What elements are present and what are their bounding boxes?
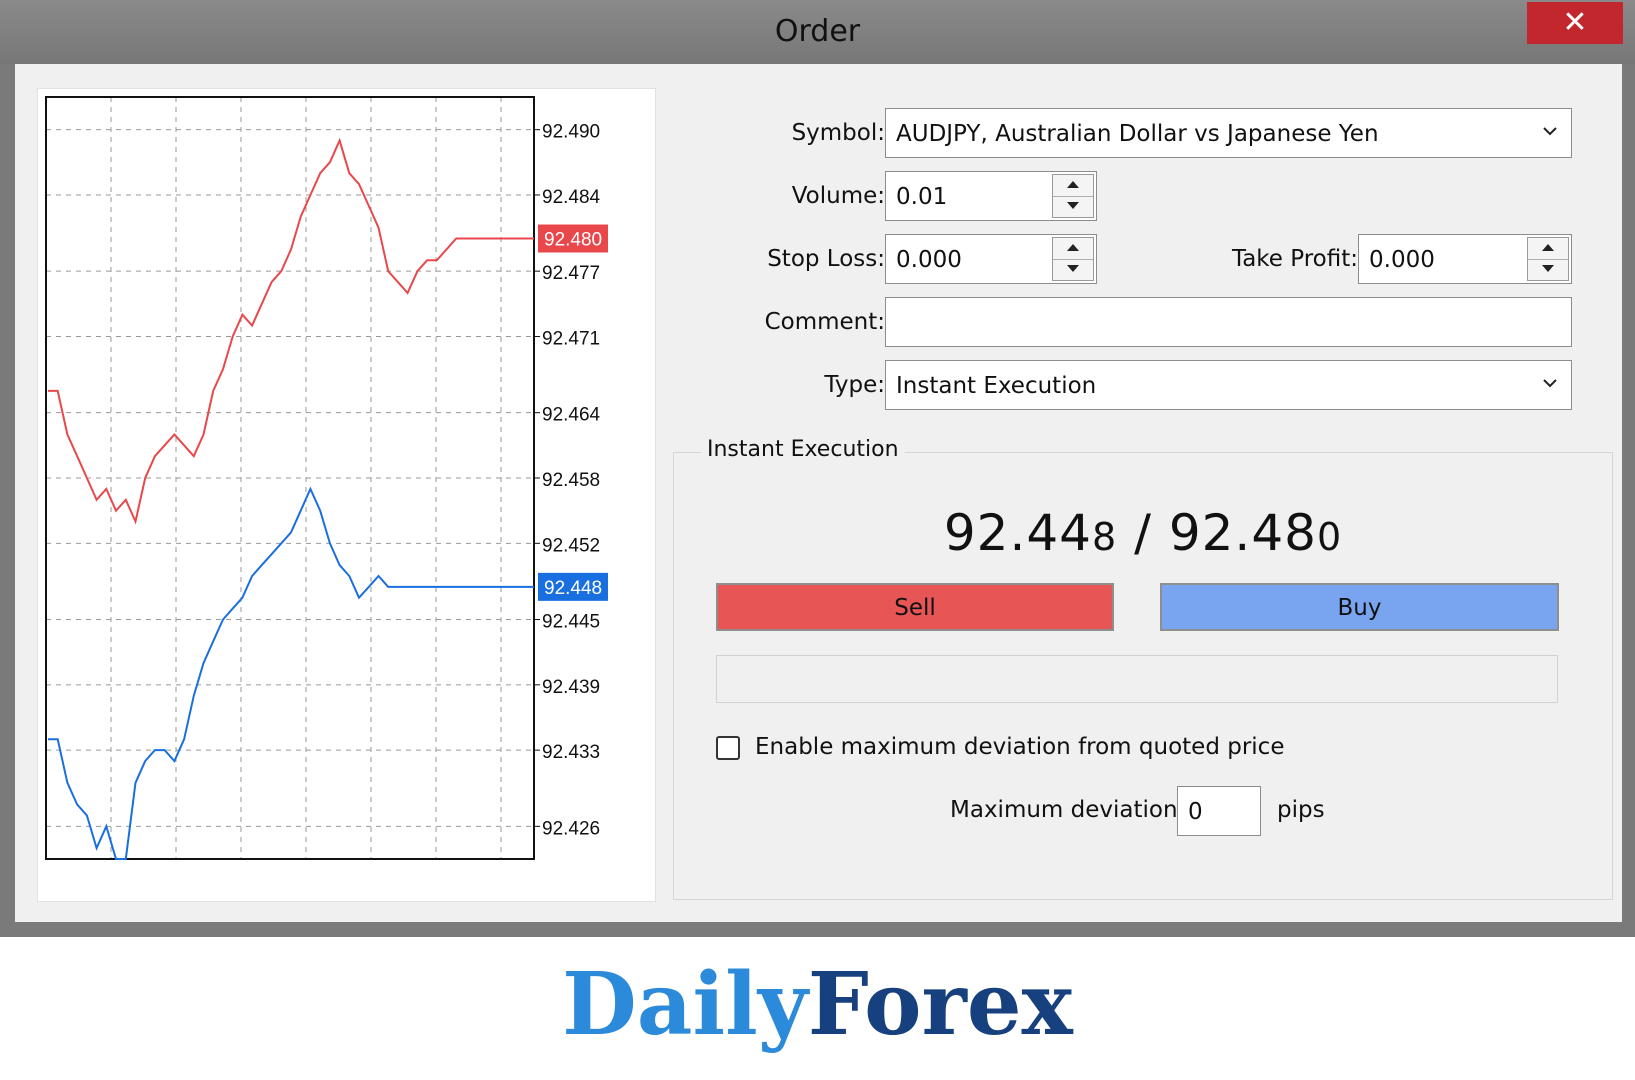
type-dropdown[interactable]: Instant Execution [885,360,1572,410]
title-bar[interactable]: Order ✕ [0,0,1635,64]
takeprofit-increment-button[interactable] [1528,238,1568,260]
takeprofit-decrement-button[interactable] [1528,259,1568,280]
arrow-down-icon [1542,265,1554,272]
chevron-down-icon [1543,127,1557,136]
y-tick-label: 92.452 [542,535,600,556]
stoploss-label: Stop Loss: [767,246,885,272]
dialog-body: 92.490 92.484 92.477 92.471 92.464 92.458 92.4… [15,64,1622,922]
arrow-up-icon [1067,181,1079,188]
stoploss-stepper[interactable]: 0.000 [885,234,1097,284]
y-tick-label: 92.433 [542,742,600,763]
ask-price-badge [538,224,608,253]
takeprofit-value: 0.000 [1369,247,1435,273]
window-title: Order [774,14,861,49]
volume-label: Volume: [791,183,885,209]
logo-forex: Forex [807,954,1073,1055]
sell-button[interactable]: Sell [716,583,1114,631]
arrow-down-icon [1067,265,1079,272]
ask-price-main: 92.48 [1168,504,1317,562]
type-value: Instant Execution [896,373,1097,399]
y-tick-label: 92.439 [542,677,600,698]
symbol-dropdown[interactable]: AUDJPY, Australian Dollar vs Japanese Ye… [885,108,1572,158]
tick-chart-svg: 92.490 92.484 92.477 92.471 92.464 92.458 92.4… [45,96,608,860]
execution-status-area [716,655,1558,703]
enable-deviation-label[interactable]: Enable maximum deviation from quoted pri… [755,734,1285,760]
arrow-down-icon [1067,202,1079,209]
stoploss-increment-button[interactable] [1053,238,1093,260]
instant-execution-group [673,452,1613,900]
takeprofit-stepper[interactable]: 0.000 [1358,234,1572,284]
ask-price-line [48,137,534,525]
buy-button[interactable]: Buy [1160,583,1559,631]
order-window: Order ✕ 92.490 92.484 92.477 92.471 92.464 92… [0,0,1635,937]
y-tick-label: 92.477 [542,263,600,284]
max-deviation-label: Maximum deviation: [950,797,1186,823]
comment-label: Comment: [764,309,885,335]
quote-display: 92.448 / 92.480 [673,504,1613,562]
comment-input[interactable] [885,297,1572,347]
type-label: Type: [824,372,885,398]
max-deviation-input[interactable]: 0 [1177,786,1261,836]
logo-daily: Daily [562,954,808,1055]
y-tick-label: 92.490 [542,122,600,143]
y-tick-label: 92.471 [542,328,600,349]
tick-chart: 92.490 92.484 92.477 92.471 92.464 92.458 92.4… [37,88,656,902]
bid-price-badge-label: 92.448 [544,578,602,599]
bid-price-badge [538,572,608,601]
price-separator: / [1117,504,1169,562]
plot-frame [45,96,535,860]
y-tick-label: 92.464 [542,405,601,426]
bid-price-main: 92.44 [943,504,1092,562]
takeprofit-label: Take Profit: [1231,246,1358,272]
stoploss-decrement-button[interactable] [1053,259,1093,280]
volume-increment-button[interactable] [1053,175,1093,197]
y-tick-label: 92.484 [542,187,601,208]
arrow-up-icon [1542,244,1554,251]
bid-price-last-digit: 8 [1091,515,1118,559]
ask-price-badge-label: 92.480 [544,230,602,251]
stoploss-value: 0.000 [896,247,962,273]
y-tick-label: 92.426 [542,818,600,839]
stoploss-spinner [1052,237,1094,281]
arrow-up-icon [1067,244,1079,251]
volume-value: 0.01 [896,184,948,210]
instant-execution-title: Instant Execution [701,437,905,462]
enable-deviation-checkbox[interactable] [716,736,740,760]
chevron-down-icon [1543,379,1557,388]
pips-label: pips [1277,797,1325,823]
close-icon: ✕ [1562,5,1588,40]
volume-stepper[interactable]: 0.01 [885,171,1097,221]
ask-price-last-digit: 0 [1316,515,1343,559]
takeprofit-spinner [1527,237,1569,281]
close-button[interactable]: ✕ [1527,2,1623,44]
y-tick-label: 92.445 [542,612,600,633]
symbol-label: Symbol: [791,120,885,146]
bid-price-line [48,486,534,860]
dailyforex-logo: DailyForex [0,955,1635,1055]
max-deviation-value: 0 [1188,799,1203,825]
volume-spinner [1052,174,1094,218]
volume-decrement-button[interactable] [1053,196,1093,217]
symbol-value: AUDJPY, Australian Dollar vs Japanese Ye… [896,121,1379,147]
y-tick-label: 92.458 [542,470,600,491]
